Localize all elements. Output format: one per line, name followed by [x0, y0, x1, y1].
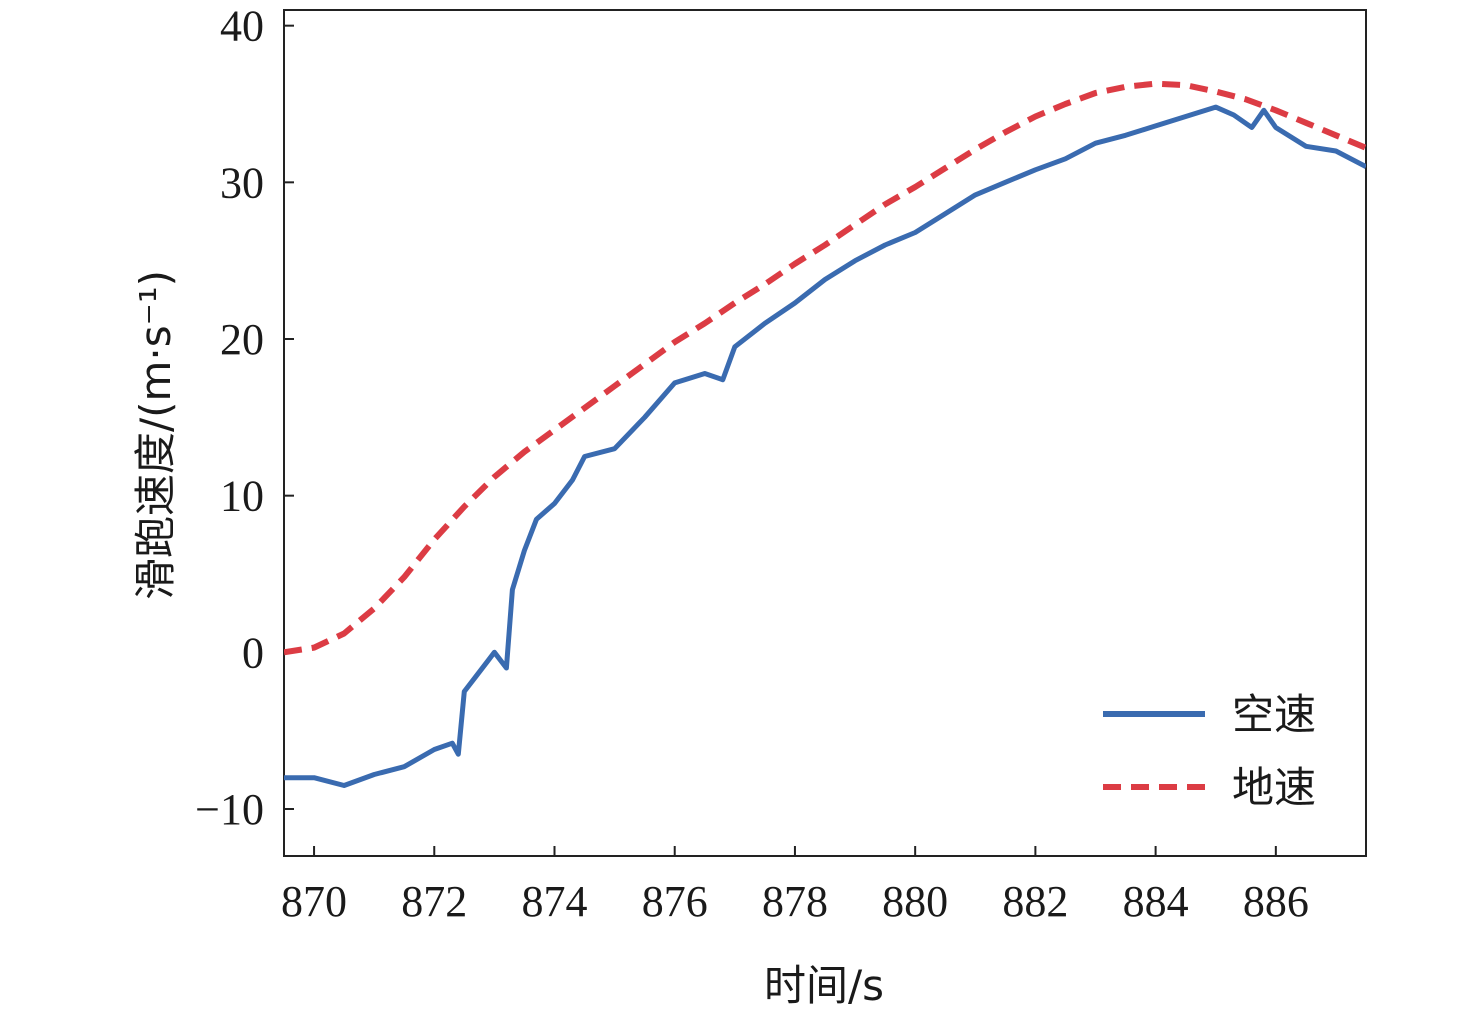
y-tick-label: 40 — [220, 2, 264, 51]
legend: 空速 地速 — [1103, 690, 1316, 812]
legend-label-groundspeed: 地速 — [1232, 763, 1316, 812]
x-tick-label: 880 — [882, 877, 948, 926]
x-axis: 870 872 874 876 878 880 882 884 886 — [281, 846, 1309, 926]
legend-label-airspeed: 空速 — [1232, 690, 1316, 739]
x-tick-label: 876 — [642, 877, 708, 926]
x-tick-label: 882 — [1002, 877, 1068, 926]
x-tick-label: 870 — [281, 877, 347, 926]
x-tick-label: 884 — [1123, 877, 1189, 926]
plot-area — [283, 9, 1367, 857]
y-axis: −10 0 10 20 30 40 — [195, 2, 294, 834]
x-tick-label: 878 — [762, 877, 828, 926]
x-tick-label: 886 — [1243, 877, 1309, 926]
series-line-airspeed — [284, 104, 1366, 788]
x-tick-label: 874 — [522, 877, 588, 926]
plot-frame — [283, 9, 1367, 857]
y-tick-label: 20 — [220, 315, 264, 364]
y-tick-label: −10 — [195, 785, 264, 834]
series-layer — [284, 80, 1366, 788]
y-tick-label: 0 — [242, 628, 264, 677]
x-axis-label: 时间/s — [764, 961, 884, 1010]
y-tick-label: 10 — [220, 472, 264, 521]
x-tick-label: 872 — [401, 877, 467, 926]
y-tick-label: 30 — [220, 158, 264, 207]
series-line-groundspeed — [284, 80, 1366, 656]
y-axis-label: 滑跑速度/(m·s⁻¹) — [131, 270, 180, 600]
